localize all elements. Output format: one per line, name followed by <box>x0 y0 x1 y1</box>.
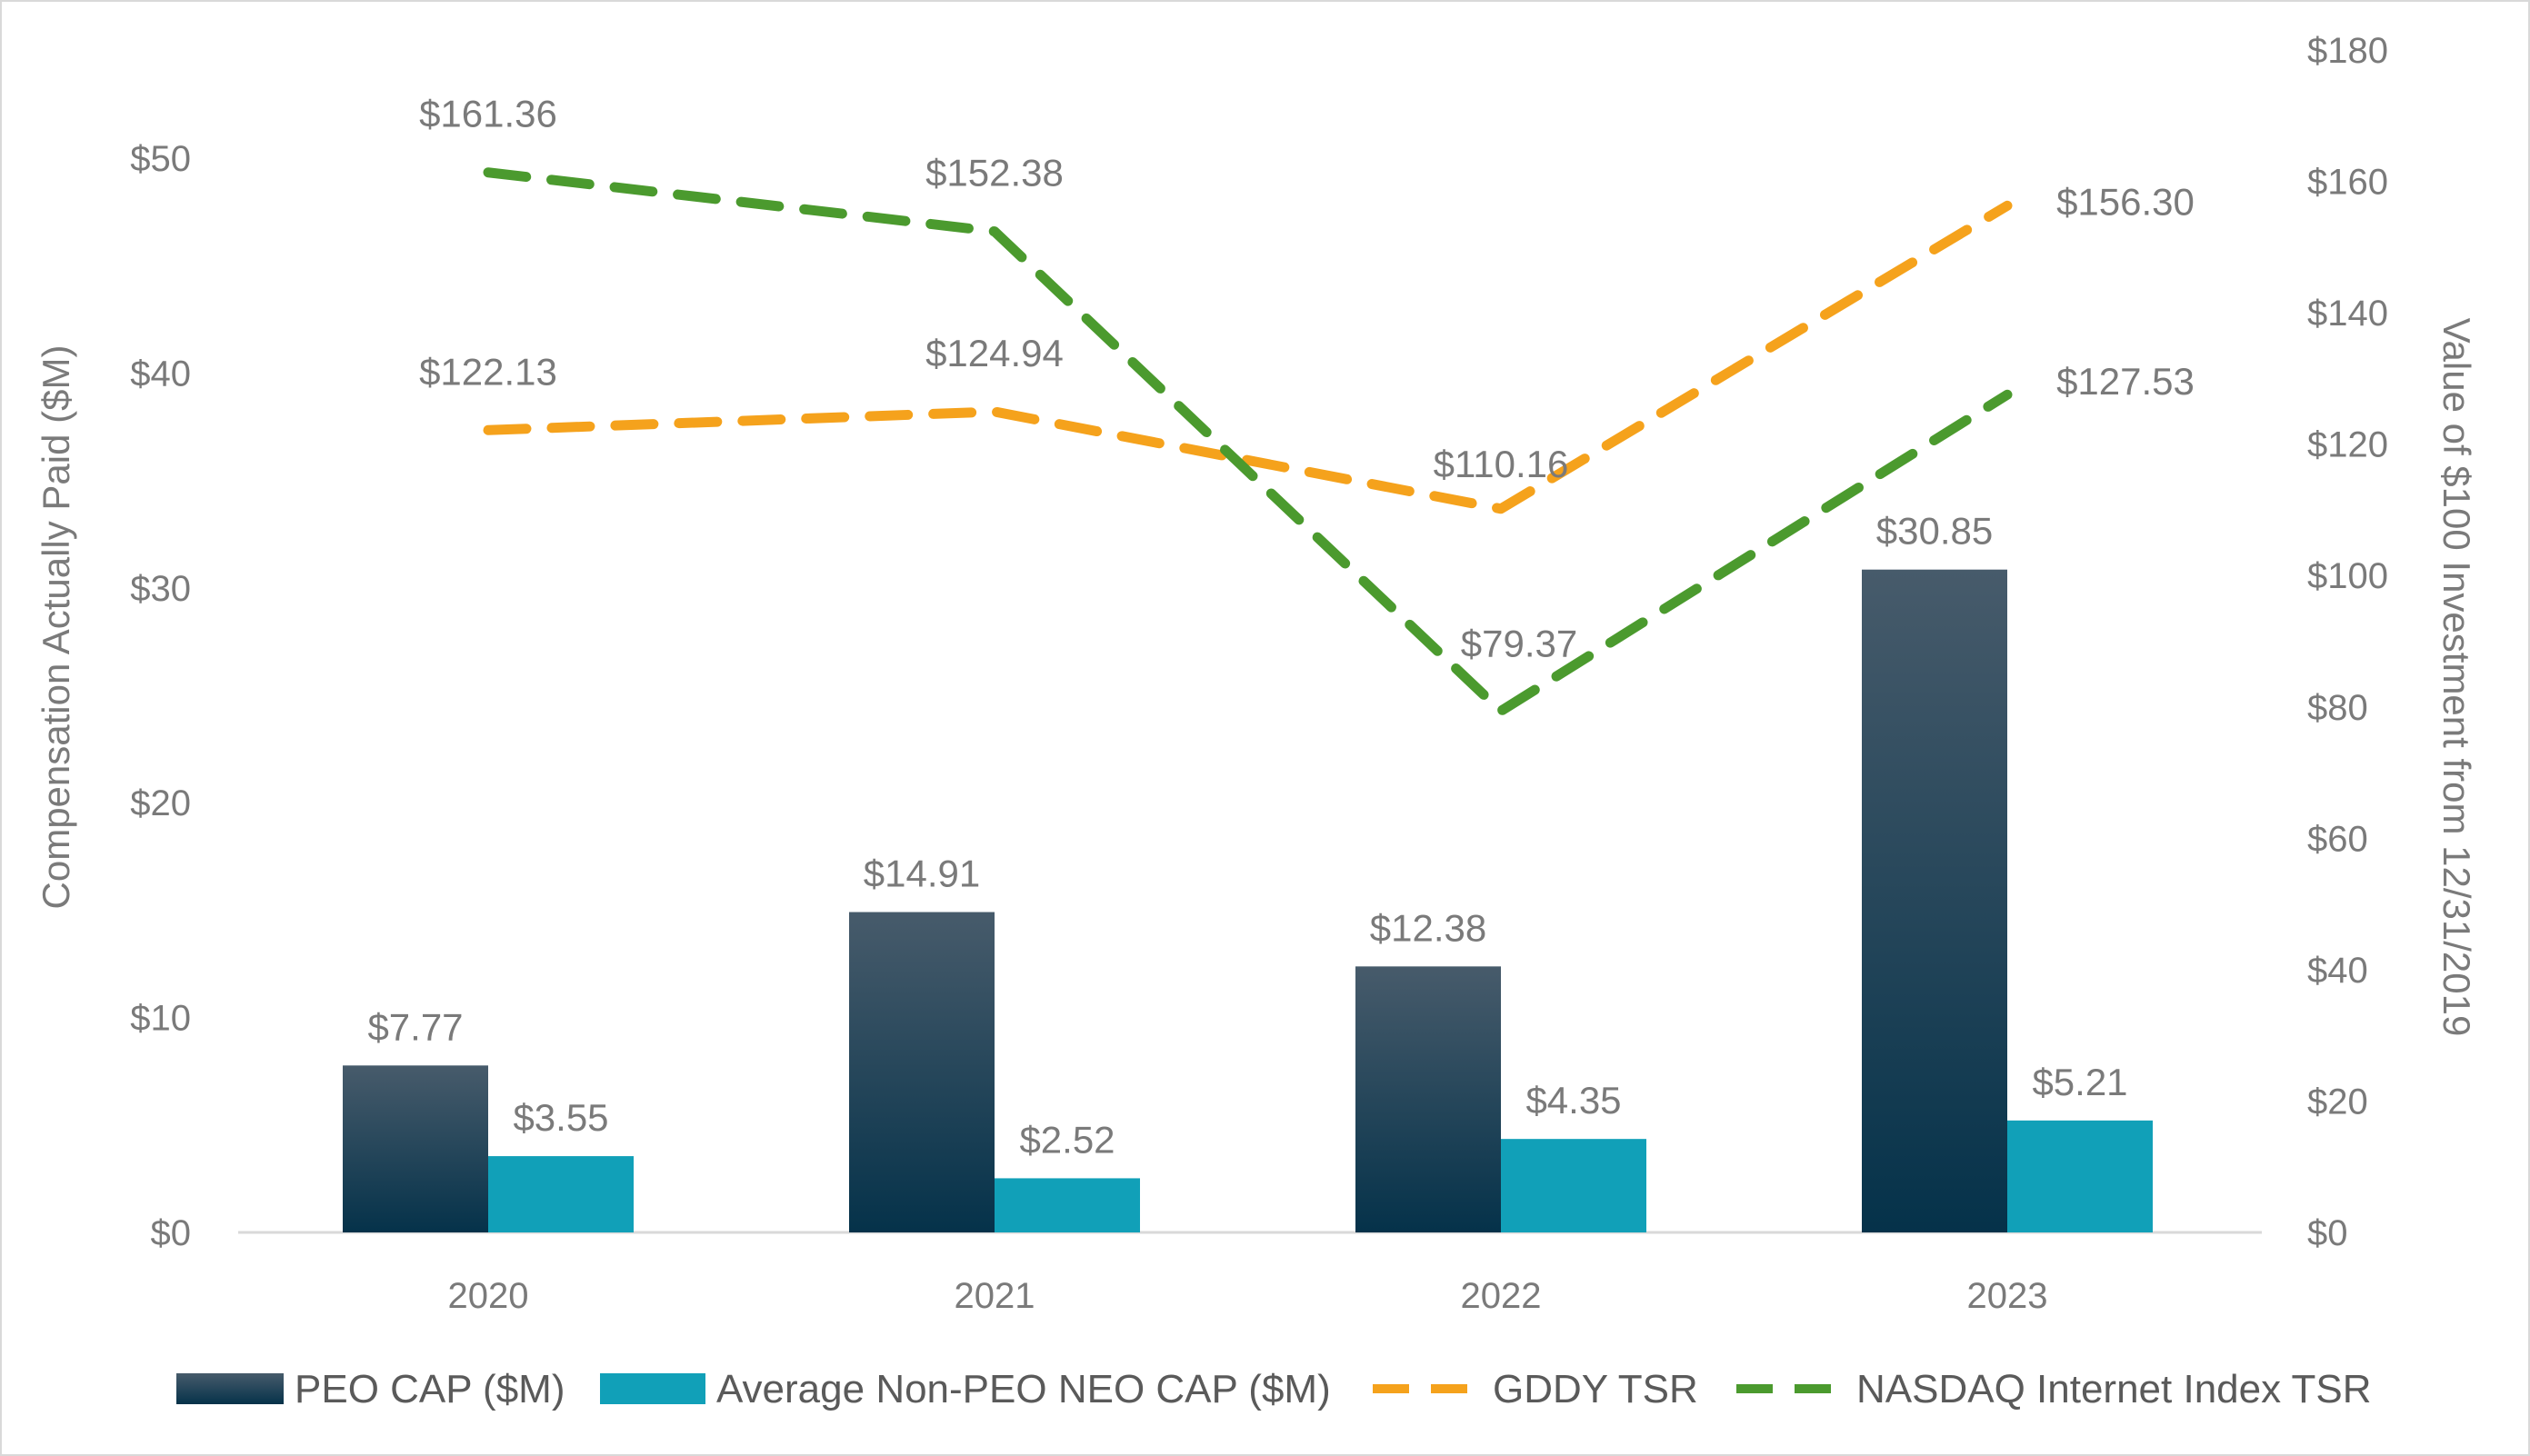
legend: PEO CAP ($M) Average Non-PEO NEO CAP ($M)… <box>176 1367 2372 1411</box>
x-tick-label: 2021 <box>955 1276 1035 1316</box>
legend-label-peo-cap: PEO CAP ($M) <box>295 1367 565 1411</box>
x-tick-label: 2023 <box>1967 1276 2048 1316</box>
line-nasdaq-tsr-label: $152.38 <box>925 152 1064 194</box>
lines-layer <box>483 167 2013 716</box>
bar-peo-cap-label: $12.38 <box>1370 906 1486 949</box>
line-nasdaq-tsr-label: $127.53 <box>2056 360 2195 403</box>
bar-peo-cap-label: $14.91 <box>864 853 980 895</box>
line-nasdaq-tsr <box>483 167 2013 716</box>
right-tick-label: $20 <box>2307 1082 2368 1122</box>
legend-label-neo-cap: Average Non-PEO NEO CAP ($M) <box>716 1367 1331 1411</box>
left-tick-label: $0 <box>151 1213 192 1253</box>
right-tick-label: $0 <box>2307 1213 2348 1253</box>
bar-neo-cap-label: $3.55 <box>513 1096 608 1139</box>
left-tick-label: $30 <box>130 569 191 609</box>
line-gddy-tsr-label: $110.16 <box>1434 443 1569 485</box>
bar-neo-cap <box>488 1156 634 1232</box>
legend-label-nasdaq-tsr: NASDAQ Internet Index TSR <box>1856 1367 2372 1411</box>
bar-neo-cap-label: $2.52 <box>1019 1118 1115 1161</box>
right-tick-label: $180 <box>2307 31 2388 71</box>
right-tick-label: $120 <box>2307 425 2388 465</box>
x-tick-label: 2020 <box>448 1276 529 1316</box>
x-tick-label: 2022 <box>1461 1276 1542 1316</box>
bars-layer <box>343 569 2153 1232</box>
bar-neo-cap-label: $4.35 <box>1525 1079 1621 1122</box>
left-tick-label: $50 <box>130 139 191 179</box>
right-tick-label: $40 <box>2307 951 2368 991</box>
line-gddy-tsr <box>483 200 2013 514</box>
bar-neo-cap-label: $5.21 <box>2032 1061 2127 1103</box>
legend-swatch-neo-cap <box>600 1373 705 1404</box>
bar-peo-cap-label: $7.77 <box>367 1005 463 1048</box>
bar-peo-cap <box>1862 569 2007 1232</box>
legend-swatch-peo-cap <box>176 1373 284 1404</box>
line-nasdaq-tsr-label: $79.37 <box>1461 622 1577 664</box>
bar-peo-cap <box>849 912 995 1232</box>
right-tick-label: $140 <box>2307 294 2388 334</box>
right-axis-title: Value of $100 Investment from 12/31/2019 <box>2435 318 2478 1037</box>
line-gddy-tsr-label: $156.30 <box>2056 180 2195 223</box>
right-tick-label: $80 <box>2307 688 2368 728</box>
line-nasdaq-tsr-label: $161.36 <box>419 93 557 135</box>
line-gddy-tsr-label: $122.13 <box>419 350 557 393</box>
bar-neo-cap <box>1501 1139 1646 1232</box>
legend-label-gddy-tsr: GDDY TSR <box>1493 1367 1698 1411</box>
right-tick-label: $100 <box>2307 556 2388 596</box>
line-gddy-tsr-label: $124.94 <box>925 332 1064 374</box>
left-tick-label: $40 <box>130 354 191 394</box>
bar-neo-cap <box>995 1178 1140 1232</box>
bar-peo-cap-label: $30.85 <box>1876 510 1993 553</box>
left-tick-label: $10 <box>130 999 191 1039</box>
right-tick-label: $60 <box>2307 819 2368 859</box>
left-axis-title: Compensation Actually Paid ($M) <box>35 345 77 910</box>
bar-peo-cap <box>343 1065 488 1232</box>
bar-neo-cap <box>2007 1120 2153 1232</box>
left-tick-label: $20 <box>130 783 191 823</box>
labels-layer: $7.77 $3.55 $14.91 $2.52 $12.38 $4.35 $30.85 $5… <box>367 93 2194 1162</box>
right-tick-label: $160 <box>2307 163 2388 203</box>
bar-peo-cap <box>1355 966 1501 1232</box>
